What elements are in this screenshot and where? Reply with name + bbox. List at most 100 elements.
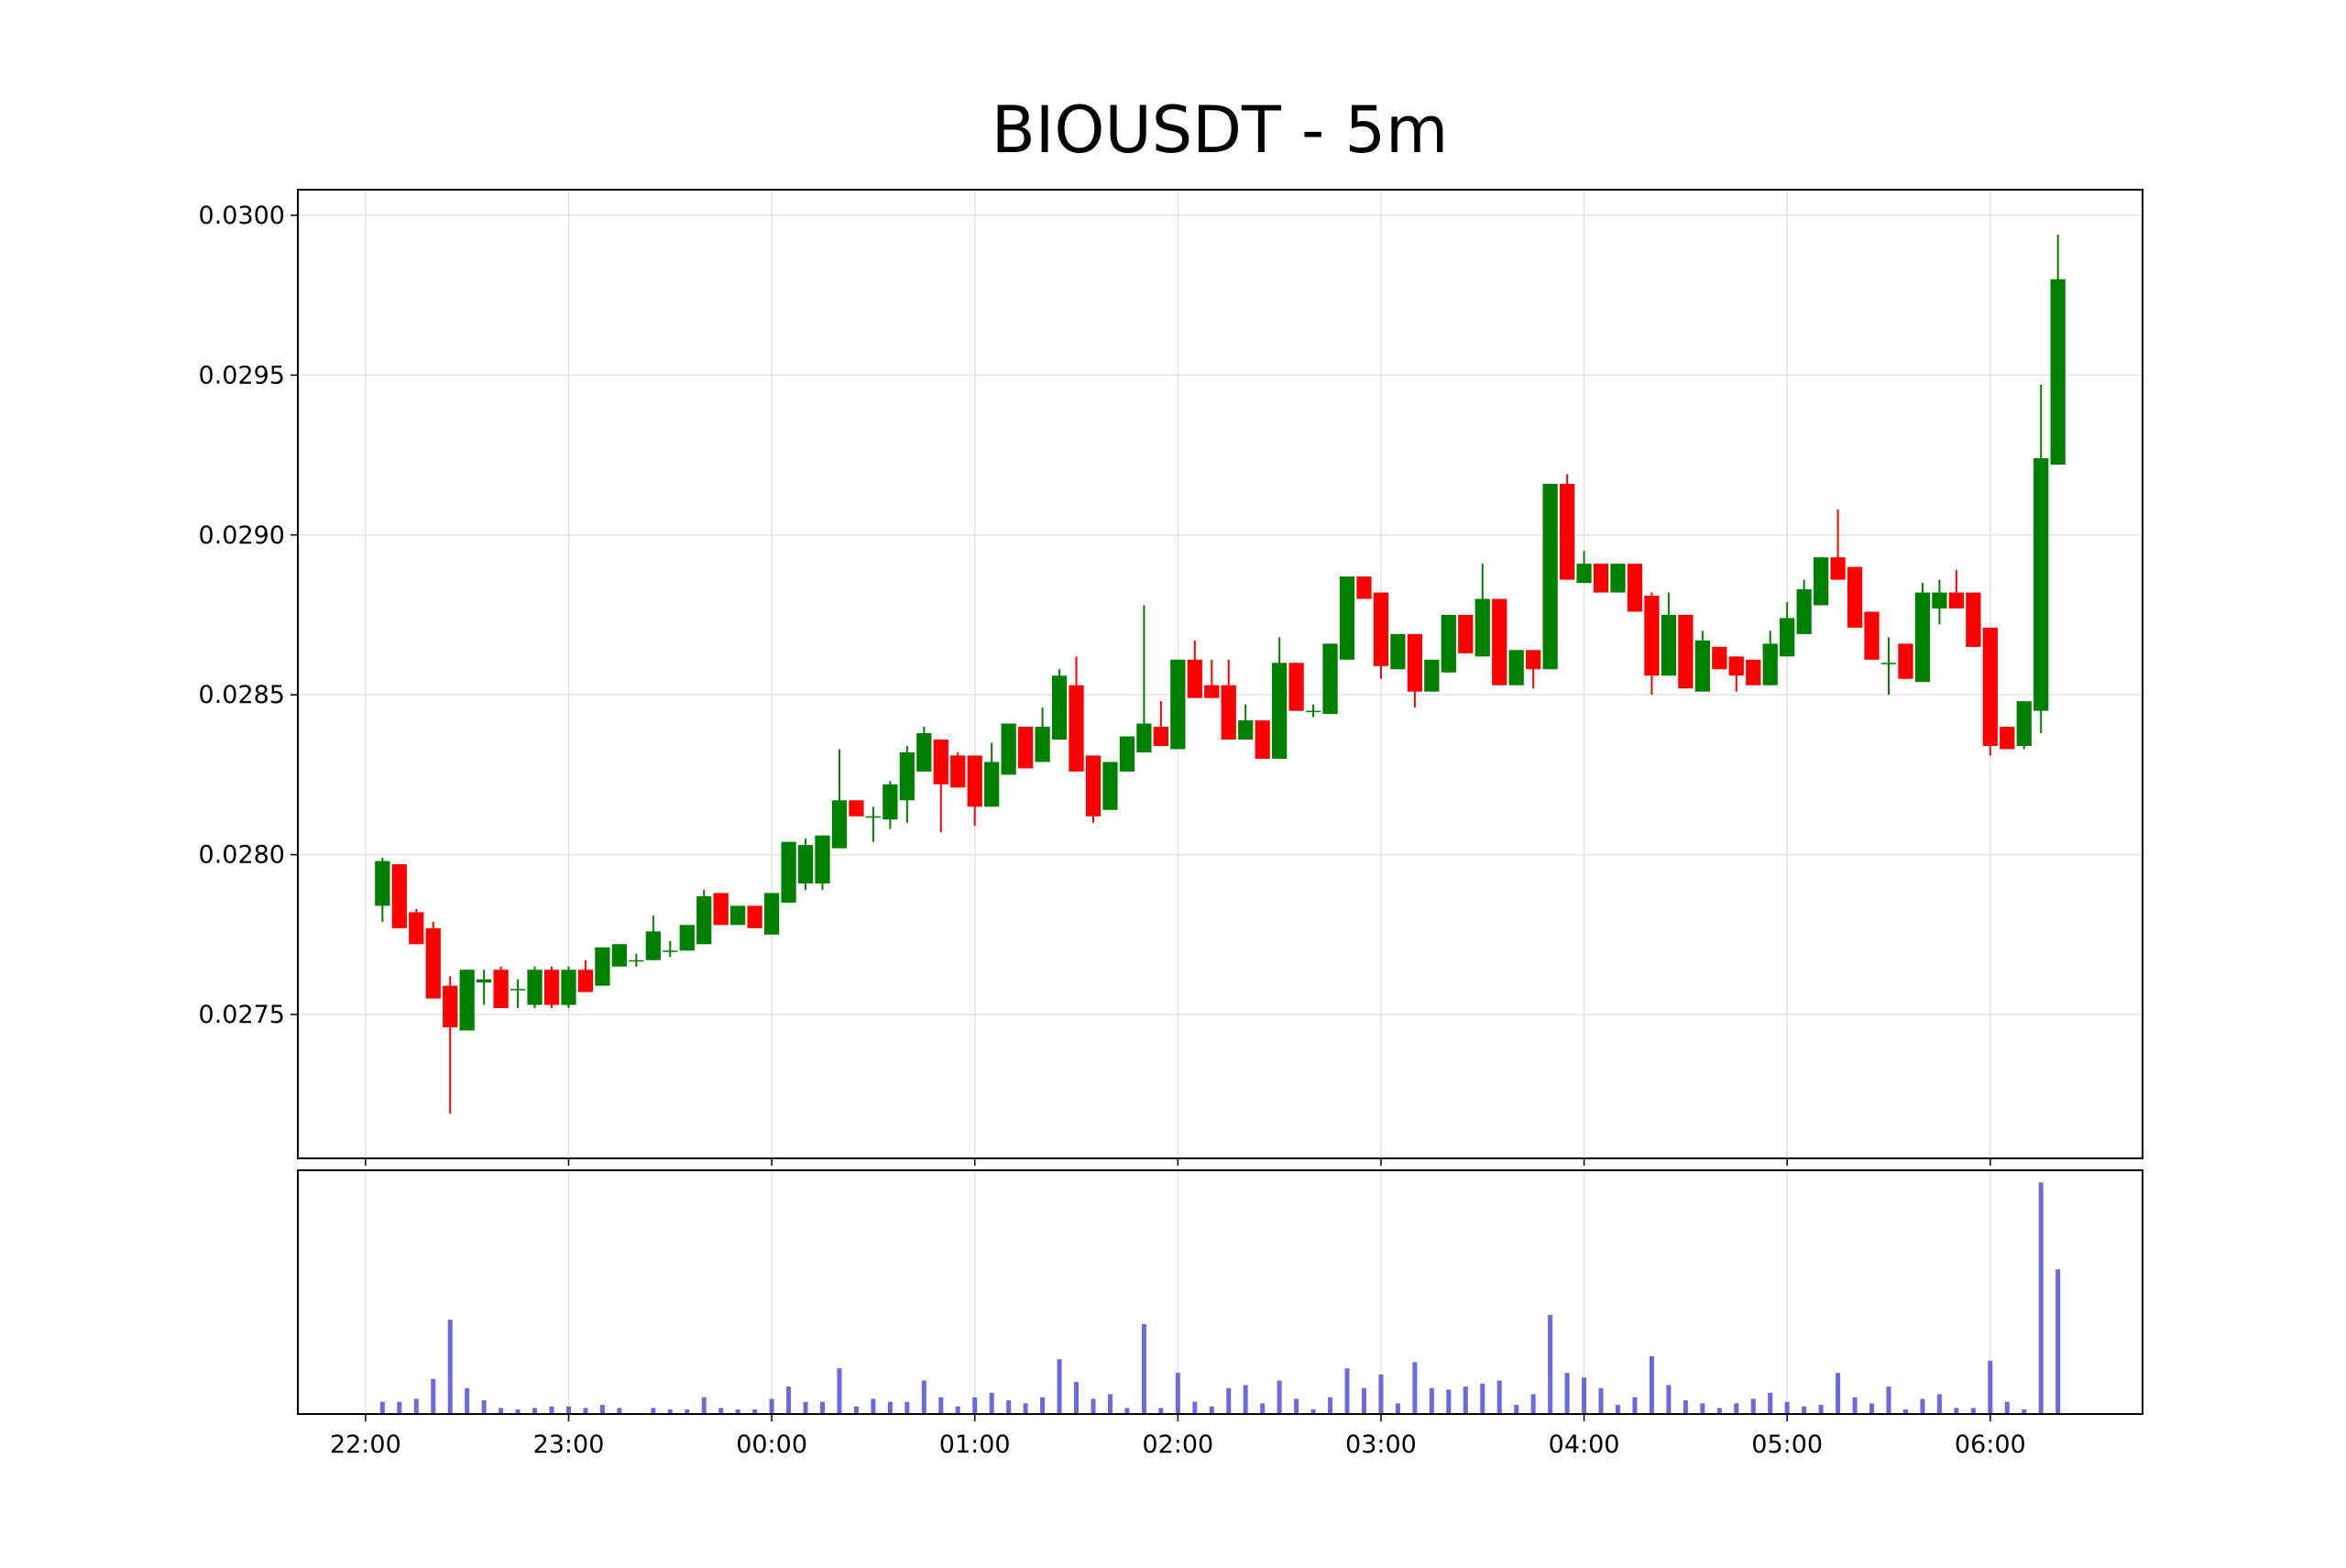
candle-body — [1932, 592, 1947, 609]
volume-bar — [820, 1401, 826, 1414]
plot-area — [375, 234, 2066, 1414]
volume-bar — [1310, 1409, 1316, 1414]
candle-body — [1746, 659, 1761, 685]
x-tick-label: 23:00 — [533, 1431, 605, 1459]
volume-bar — [1378, 1374, 1384, 1414]
volume-bar — [853, 1406, 859, 1414]
candle-body — [663, 950, 678, 952]
volume-bar — [413, 1398, 419, 1414]
candle-body — [391, 864, 407, 928]
candle-body — [1610, 564, 1626, 593]
volume-bar — [549, 1406, 554, 1414]
volume-bar — [1936, 1394, 1942, 1414]
volume-bar — [1716, 1408, 1722, 1414]
candle-body — [2034, 458, 2049, 711]
price-axes-frame — [297, 189, 2143, 1159]
volume-axes-frame — [297, 1169, 2143, 1415]
volume-bar — [701, 1397, 707, 1414]
candle-body — [443, 985, 458, 1027]
candle-body — [1153, 727, 1168, 746]
candle-body — [1407, 633, 1423, 692]
candle-body — [1644, 596, 1660, 676]
y-tick-label: 0.0295 — [199, 361, 285, 389]
candle-body — [2016, 701, 2032, 746]
volume-bar — [1750, 1398, 1756, 1414]
volume-bar — [1192, 1401, 1198, 1414]
candle-body — [595, 947, 610, 986]
candle-body — [1035, 727, 1050, 762]
candle-body — [1170, 659, 1186, 750]
candle-body — [1864, 611, 1880, 660]
candle-body — [1069, 685, 1084, 772]
candle-body — [1508, 650, 1524, 685]
volume-bar — [1802, 1406, 1807, 1414]
volume-bar — [685, 1409, 690, 1414]
x-tick-label: 02:00 — [1142, 1431, 1213, 1459]
volume-bar — [1395, 1403, 1400, 1414]
volume-bar — [1666, 1385, 1672, 1414]
candle-body — [611, 944, 628, 967]
candle-body — [849, 800, 864, 817]
volume-bar — [1209, 1406, 1214, 1414]
volume-bar — [2022, 1409, 2027, 1414]
volume-bar — [1836, 1373, 1841, 1414]
volume-bar — [955, 1406, 960, 1414]
volume-bar — [1700, 1403, 1705, 1414]
volume-bar — [431, 1378, 436, 1414]
candle-body — [1492, 598, 1507, 685]
x-tick-label: 00:00 — [736, 1431, 807, 1459]
candle-body — [1982, 627, 1998, 746]
candle-body — [865, 816, 882, 818]
candle-body — [1966, 592, 1981, 647]
candle-body — [1255, 720, 1270, 759]
volume-bar — [1091, 1398, 1096, 1414]
candle-body — [831, 800, 848, 849]
candle-body — [425, 927, 441, 999]
volume-bar — [1175, 1373, 1180, 1414]
candle-body — [1356, 576, 1372, 599]
candle-body — [1001, 723, 1016, 775]
volume-bar — [1057, 1359, 1062, 1414]
volume-bar — [1023, 1403, 1028, 1414]
x-tick-label: 04:00 — [1549, 1431, 1620, 1459]
candle-body — [1898, 643, 1913, 679]
candle-body — [543, 970, 560, 1005]
volume-bar — [1886, 1387, 1891, 1414]
volume-bar — [651, 1408, 656, 1414]
candle-body — [984, 762, 1000, 807]
candle-body — [1339, 576, 1355, 660]
volume-bar — [1141, 1323, 1146, 1414]
volume-bar — [752, 1409, 758, 1414]
candle-body — [1813, 557, 1829, 606]
volume-bar — [1074, 1382, 1080, 1414]
candle-body — [645, 931, 661, 960]
volume-bar — [871, 1398, 876, 1414]
candle-body — [1424, 659, 1440, 692]
candle-body — [1526, 650, 1541, 670]
candle-body — [527, 970, 543, 1005]
y-tick-label: 0.0290 — [199, 521, 285, 550]
volume-bar — [1632, 1397, 1638, 1414]
candle-body — [477, 979, 492, 983]
candle-body — [561, 970, 576, 1005]
candle-body — [1762, 643, 1778, 685]
candle-body — [1187, 659, 1202, 698]
volume-bar — [2055, 1269, 2061, 1414]
candle-body — [1102, 762, 1118, 810]
x-tick-label: 05:00 — [1751, 1431, 1823, 1459]
candle-body — [781, 841, 796, 903]
candle-body — [899, 751, 915, 801]
candle-body — [1441, 614, 1456, 673]
volume-bar — [1344, 1368, 1350, 1414]
volume-bar — [532, 1408, 538, 1414]
volume-bar — [1734, 1403, 1739, 1414]
candle-body — [409, 912, 424, 945]
volume-bar — [2038, 1182, 2044, 1414]
volume-bar — [481, 1400, 487, 1414]
candle-body — [1119, 736, 1135, 772]
volume-bar — [667, 1409, 673, 1414]
volume-bar — [583, 1408, 588, 1414]
volume-bar — [379, 1401, 385, 1414]
y-tick-label: 0.0275 — [199, 1001, 285, 1029]
volume-bar — [938, 1397, 944, 1414]
